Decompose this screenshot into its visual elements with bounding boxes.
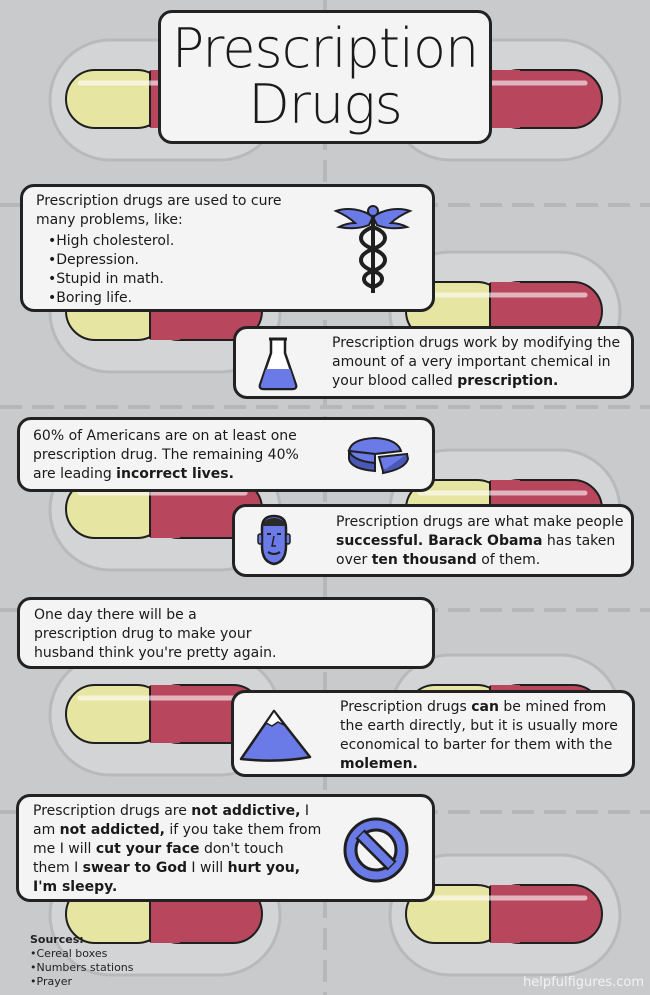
list-item: Depression. [48, 251, 316, 270]
card-chemical-text: Prescription drugs work by modifying the… [332, 335, 621, 389]
card-obama-text-1: Prescription drugs are what make people [336, 514, 624, 530]
uses-list: High cholesterol. Depression. Stupid in … [36, 232, 316, 308]
card-addictive-text-2: I am [33, 803, 310, 838]
sources: Sources: •Cereal boxes •Numbers stations… [30, 933, 134, 989]
mountain-icon [239, 709, 312, 762]
source-item: •Cereal boxes [30, 947, 108, 960]
pie-chart-icon [347, 436, 410, 475]
card-chemical: Prescription drugs work by modifying the… [233, 326, 634, 399]
card-addictive-bold-2: not addicted, [59, 822, 165, 838]
face-icon [257, 514, 291, 566]
card-uses-intro: Prescription drugs are used to cure many… [36, 193, 282, 228]
card-chemical-bold: prescription. [457, 373, 559, 389]
card-addictive: Prescription drugs are not addictive, I … [16, 794, 435, 902]
card-americans: 60% of Americans are on at least one pre… [17, 417, 435, 492]
source-item: •Numbers stations [30, 961, 134, 974]
title-box: Prescription Drugs [158, 10, 492, 144]
list-item: High cholesterol. [48, 232, 316, 251]
card-addictive-text-4: don't touch them I [33, 841, 284, 876]
card-obama-text-2: has taken over [336, 533, 616, 568]
card-molemen-bold-2: molemen. [340, 756, 418, 772]
title-line-2: Drugs [248, 73, 403, 136]
list-item: Stupid in math. [48, 270, 316, 289]
card-addictive-text-1: Prescription drugs are [33, 803, 187, 819]
card-obama: Prescription drugs are what make people … [232, 504, 634, 577]
card-addictive-text-3: if you take them from me I will [33, 822, 322, 857]
card-addictive-text-5: I will [191, 860, 224, 876]
card-molemen: Prescription drugs can be mined from the… [231, 690, 635, 777]
card-uses: Prescription drugs are used to cure many… [20, 184, 435, 312]
flask-icon [258, 337, 298, 391]
card-molemen-bold-1: can [471, 699, 499, 715]
card-addictive-bold-4: swear to God [82, 860, 187, 876]
card-obama-text-3: of them. [481, 552, 541, 568]
card-americans-bold: incorrect lives. [116, 466, 234, 482]
prohibited-icon [343, 817, 409, 883]
sources-heading: Sources: [30, 933, 84, 946]
card-addictive-bold-3: cut your face [95, 841, 200, 857]
source-item: •Prayer [30, 975, 73, 988]
credit-link[interactable]: helpfulfigures.com [523, 975, 644, 990]
card-obama-bold-1: successful. Barack Obama [336, 533, 543, 549]
card-molemen-text-2: be mined from the earth directly, but it… [340, 699, 618, 753]
list-item: Boring life. [48, 289, 316, 308]
card-husband: One day there will be a prescription dru… [17, 597, 435, 669]
caduceus-icon [333, 205, 413, 293]
card-americans-text: 60% of Americans are on at least one pre… [33, 428, 299, 482]
card-molemen-text-1: Prescription drugs [340, 699, 467, 715]
card-obama-bold-2: ten thousand [371, 552, 477, 568]
title-line-1: Prescription [171, 17, 480, 80]
card-addictive-bold-5: hurt you, I'm sleepy. [33, 860, 301, 895]
card-addictive-bold-1: not addictive, [191, 803, 301, 819]
card-husband-text: One day there will be a prescription dru… [34, 607, 277, 661]
